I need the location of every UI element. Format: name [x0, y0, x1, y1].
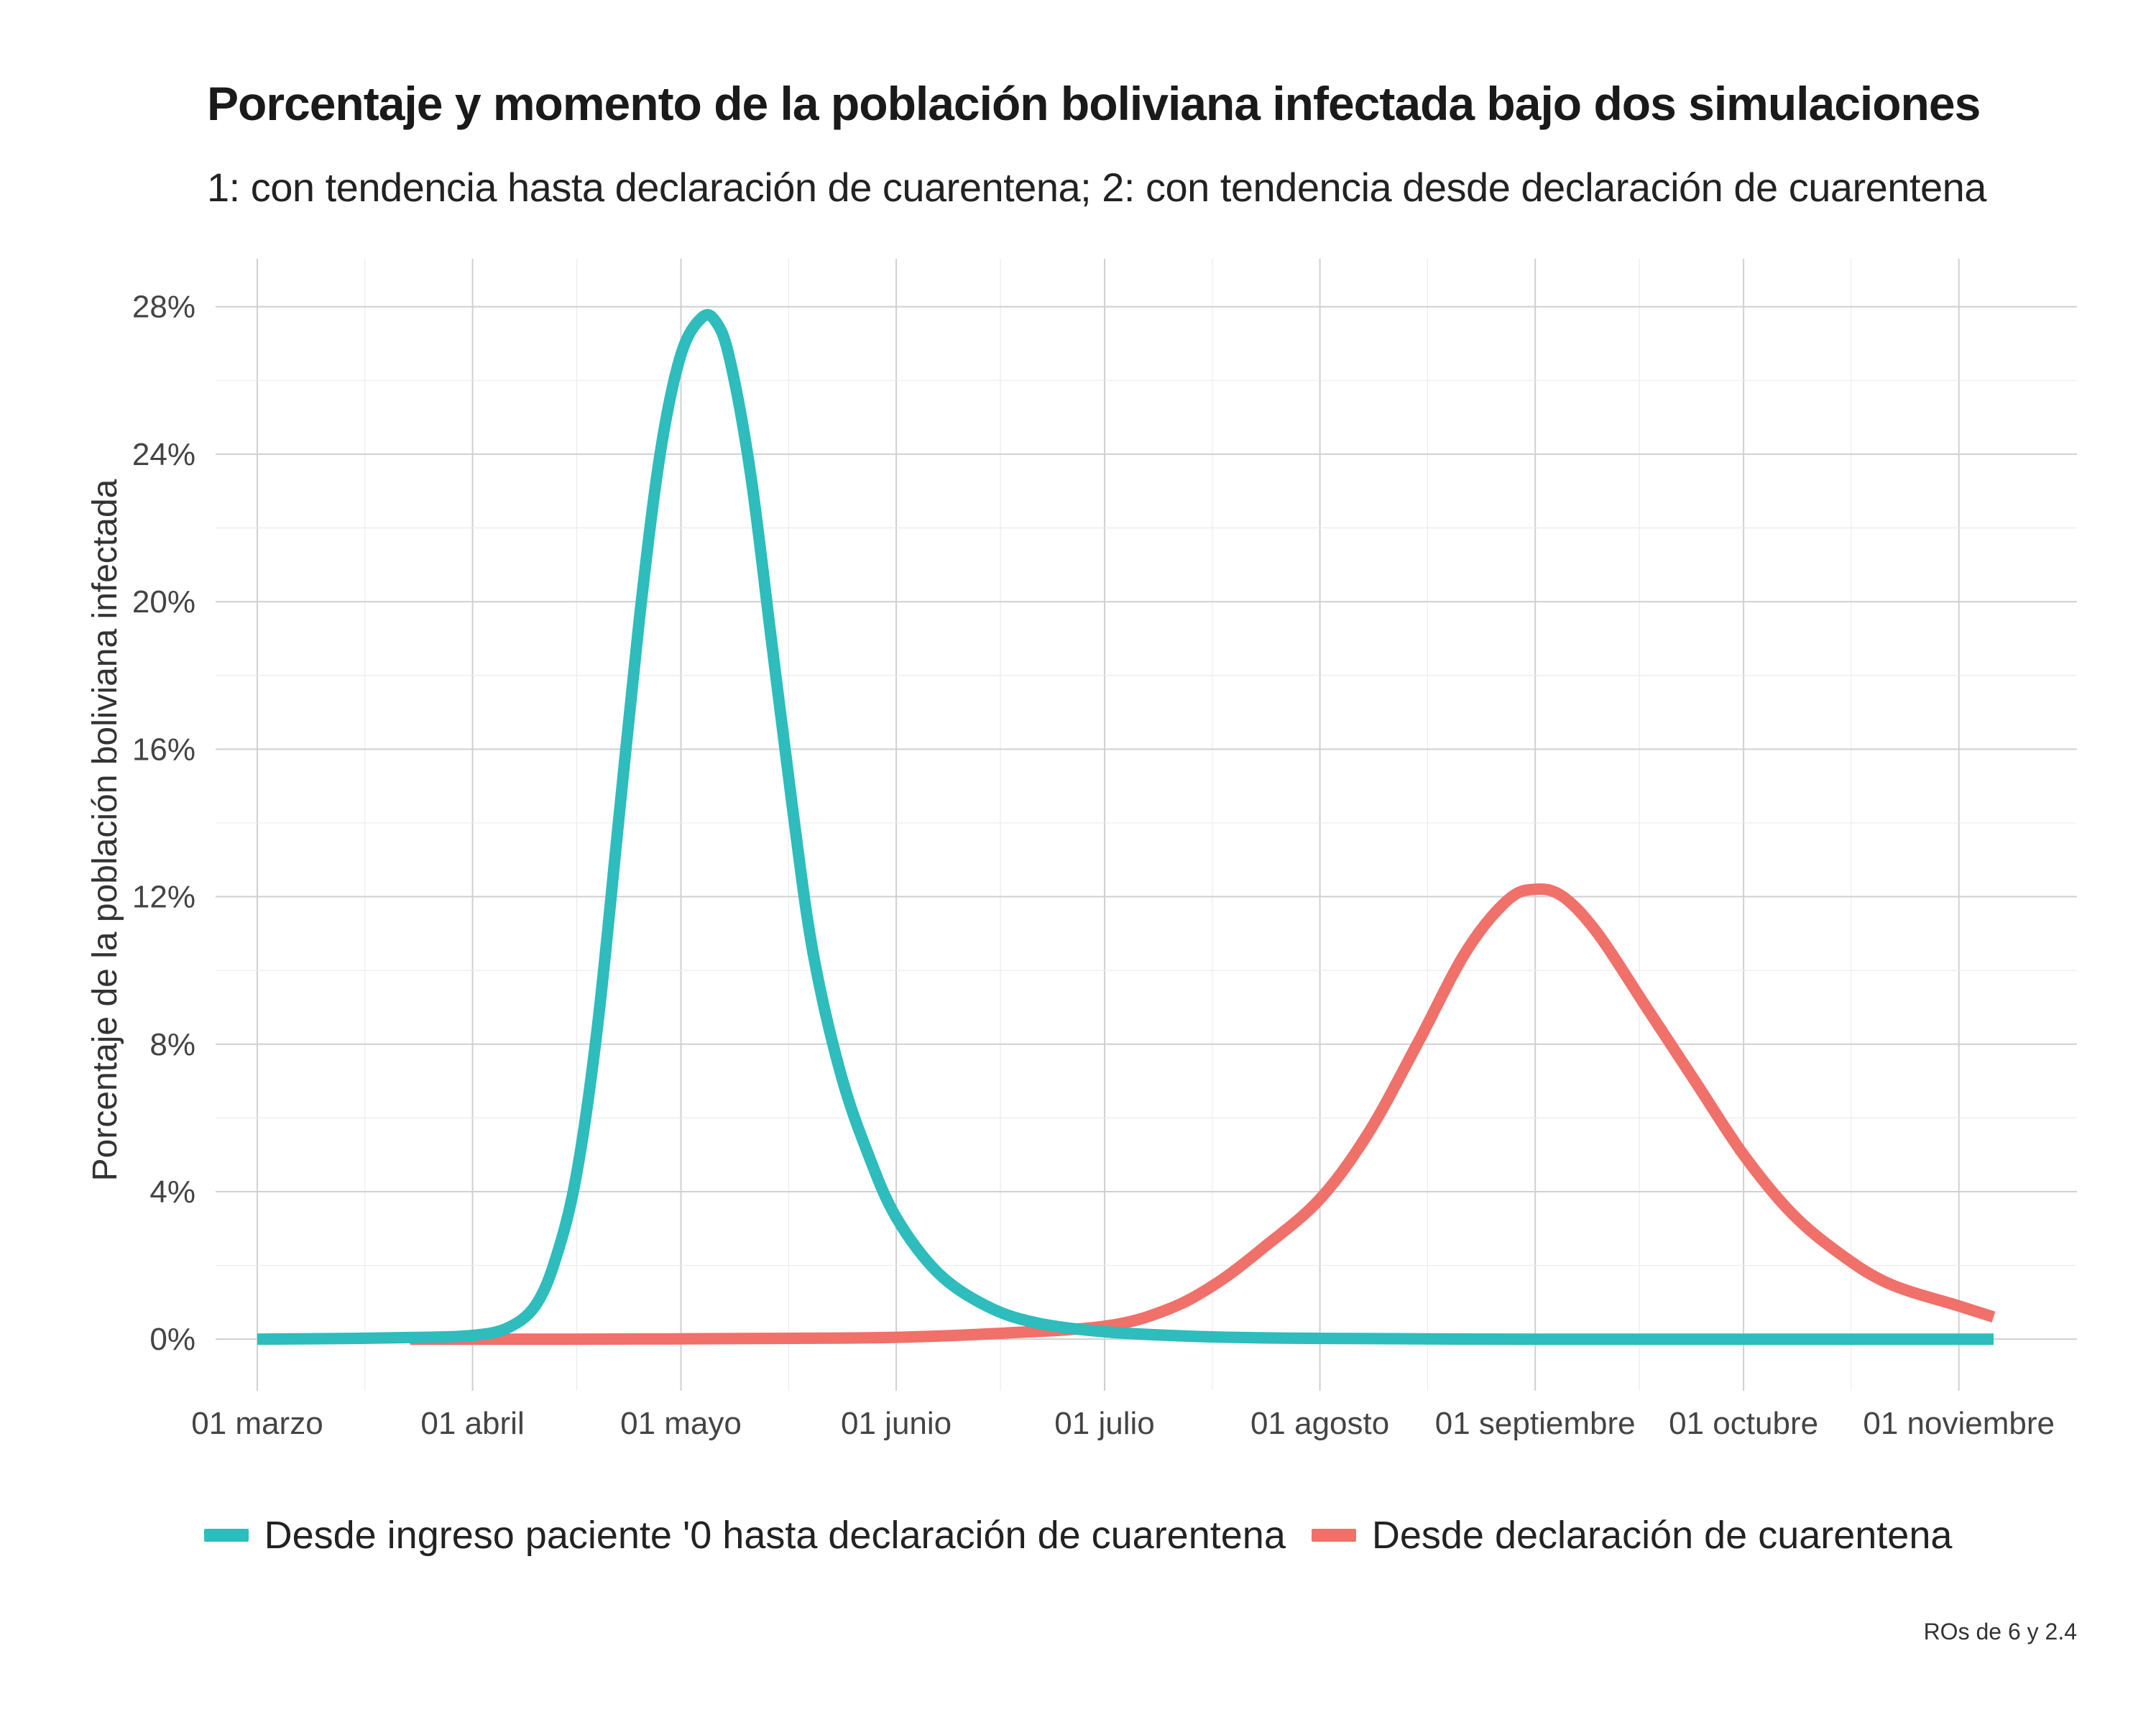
legend-swatch	[203, 1529, 249, 1542]
legend-swatch	[1311, 1529, 1356, 1542]
x-tick-label: 01 junio	[841, 1406, 952, 1441]
tick-labels: 01 marzo 01 abril 01 mayo 01 junio 01 julio 0…	[132, 290, 2055, 1441]
chart-subtitle: 1: con tendencia hasta declaración de cu…	[207, 165, 1986, 210]
legend-item-series-2: Desde declaración de cuarentena	[1311, 1513, 1953, 1558]
x-tick-label: 01 septiembre	[1435, 1406, 1636, 1441]
x-tick-label: 01 julio	[1054, 1406, 1154, 1441]
y-tick-label: 0%	[149, 1322, 195, 1357]
y-tick-label: 8%	[149, 1027, 195, 1062]
grid-lines	[216, 259, 2077, 1391]
x-tick-label: 01 agosto	[1250, 1406, 1389, 1441]
x-tick-label: 01 noviembre	[1863, 1406, 2055, 1441]
y-tick-label: 24%	[132, 437, 195, 472]
legend: Desde ingreso paciente '0 hasta declarac…	[0, 1513, 2156, 1558]
series-line-teal	[257, 308, 1994, 1346]
x-tick-label: 01 mayo	[620, 1406, 742, 1441]
series-line-red	[410, 883, 1996, 1346]
y-axis-label: Porcentaje de la población boliviana inf…	[86, 479, 124, 1181]
y-tick-label: 4%	[149, 1174, 195, 1210]
legend-label: Desde declaración de cuarentena	[1371, 1514, 1953, 1557]
x-tick-label: 01 abril	[420, 1406, 524, 1441]
legend-item-series-1: Desde ingreso paciente '0 hasta declarac…	[203, 1513, 1286, 1558]
chart-caption: ROs de 6 y 2.4	[1923, 1619, 2077, 1644]
legend-label: Desde ingreso paciente '0 hasta declarac…	[264, 1514, 1286, 1557]
y-tick-label: 12%	[132, 880, 195, 915]
y-tick-label: 20%	[132, 584, 195, 620]
y-tick-label: 28%	[132, 290, 195, 325]
chart-title: Porcentaje y momento de la población bol…	[207, 77, 1981, 130]
x-tick-label: 01 marzo	[191, 1406, 323, 1441]
x-tick-label: 01 octubre	[1669, 1406, 1818, 1441]
y-tick-label: 16%	[132, 732, 195, 767]
series-lines	[257, 308, 1996, 1346]
